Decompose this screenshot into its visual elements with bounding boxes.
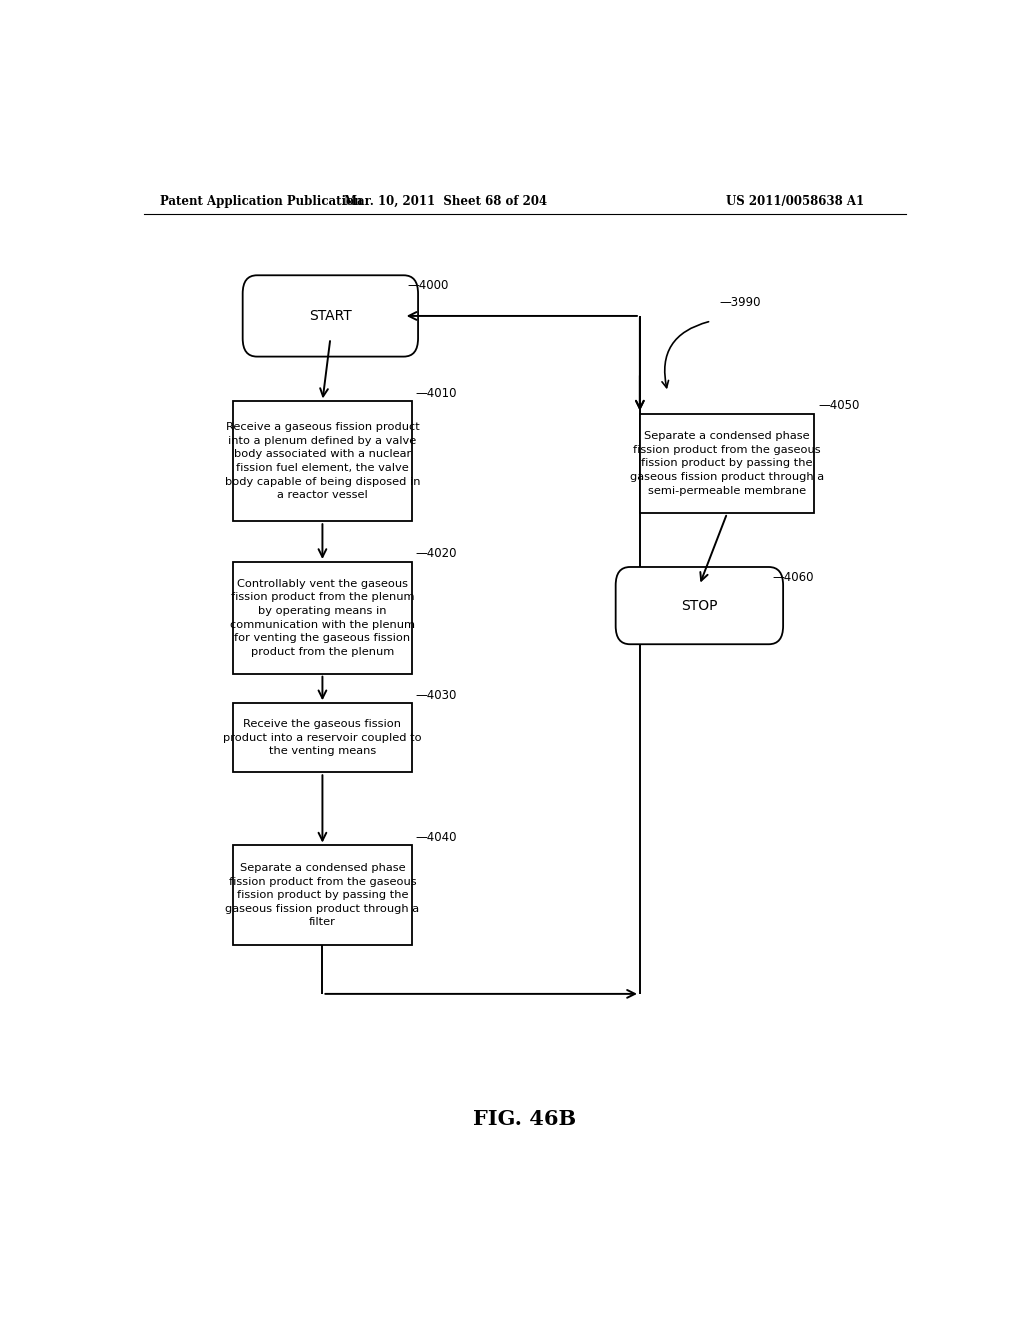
Text: —4040: —4040 <box>416 830 457 843</box>
FancyBboxPatch shape <box>243 276 418 356</box>
FancyBboxPatch shape <box>640 413 814 513</box>
Text: Receive the gaseous fission
product into a reservoir coupled to
the venting mean: Receive the gaseous fission product into… <box>223 719 422 756</box>
Text: Receive a gaseous fission product
into a plenum defined by a valve
body associat: Receive a gaseous fission product into a… <box>224 422 420 500</box>
Text: Separate a condensed phase
fission product from the gaseous
fission product by p: Separate a condensed phase fission produ… <box>630 432 824 495</box>
Text: —4000: —4000 <box>408 279 450 292</box>
FancyBboxPatch shape <box>615 568 783 644</box>
Text: START: START <box>309 309 351 323</box>
FancyBboxPatch shape <box>233 562 412 673</box>
Text: Controllably vent the gaseous
fission product from the plenum
by operating means: Controllably vent the gaseous fission pr… <box>230 578 415 657</box>
FancyBboxPatch shape <box>233 846 412 945</box>
Text: Mar. 10, 2011  Sheet 68 of 204: Mar. 10, 2011 Sheet 68 of 204 <box>344 194 547 207</box>
FancyBboxPatch shape <box>233 704 412 772</box>
Text: —3990: —3990 <box>719 296 761 309</box>
Text: US 2011/0058638 A1: US 2011/0058638 A1 <box>726 194 863 207</box>
Text: Patent Application Publication: Patent Application Publication <box>160 194 362 207</box>
Text: —4010: —4010 <box>416 387 457 400</box>
Text: FIG. 46B: FIG. 46B <box>473 1109 577 1129</box>
Text: —4060: —4060 <box>773 570 814 583</box>
Text: —4050: —4050 <box>818 399 860 412</box>
Text: Separate a condensed phase
fission product from the gaseous
fission product by p: Separate a condensed phase fission produ… <box>225 863 420 928</box>
Text: —4020: —4020 <box>416 548 457 560</box>
Text: STOP: STOP <box>681 598 718 612</box>
Text: —4030: —4030 <box>416 689 457 701</box>
FancyBboxPatch shape <box>233 401 412 521</box>
